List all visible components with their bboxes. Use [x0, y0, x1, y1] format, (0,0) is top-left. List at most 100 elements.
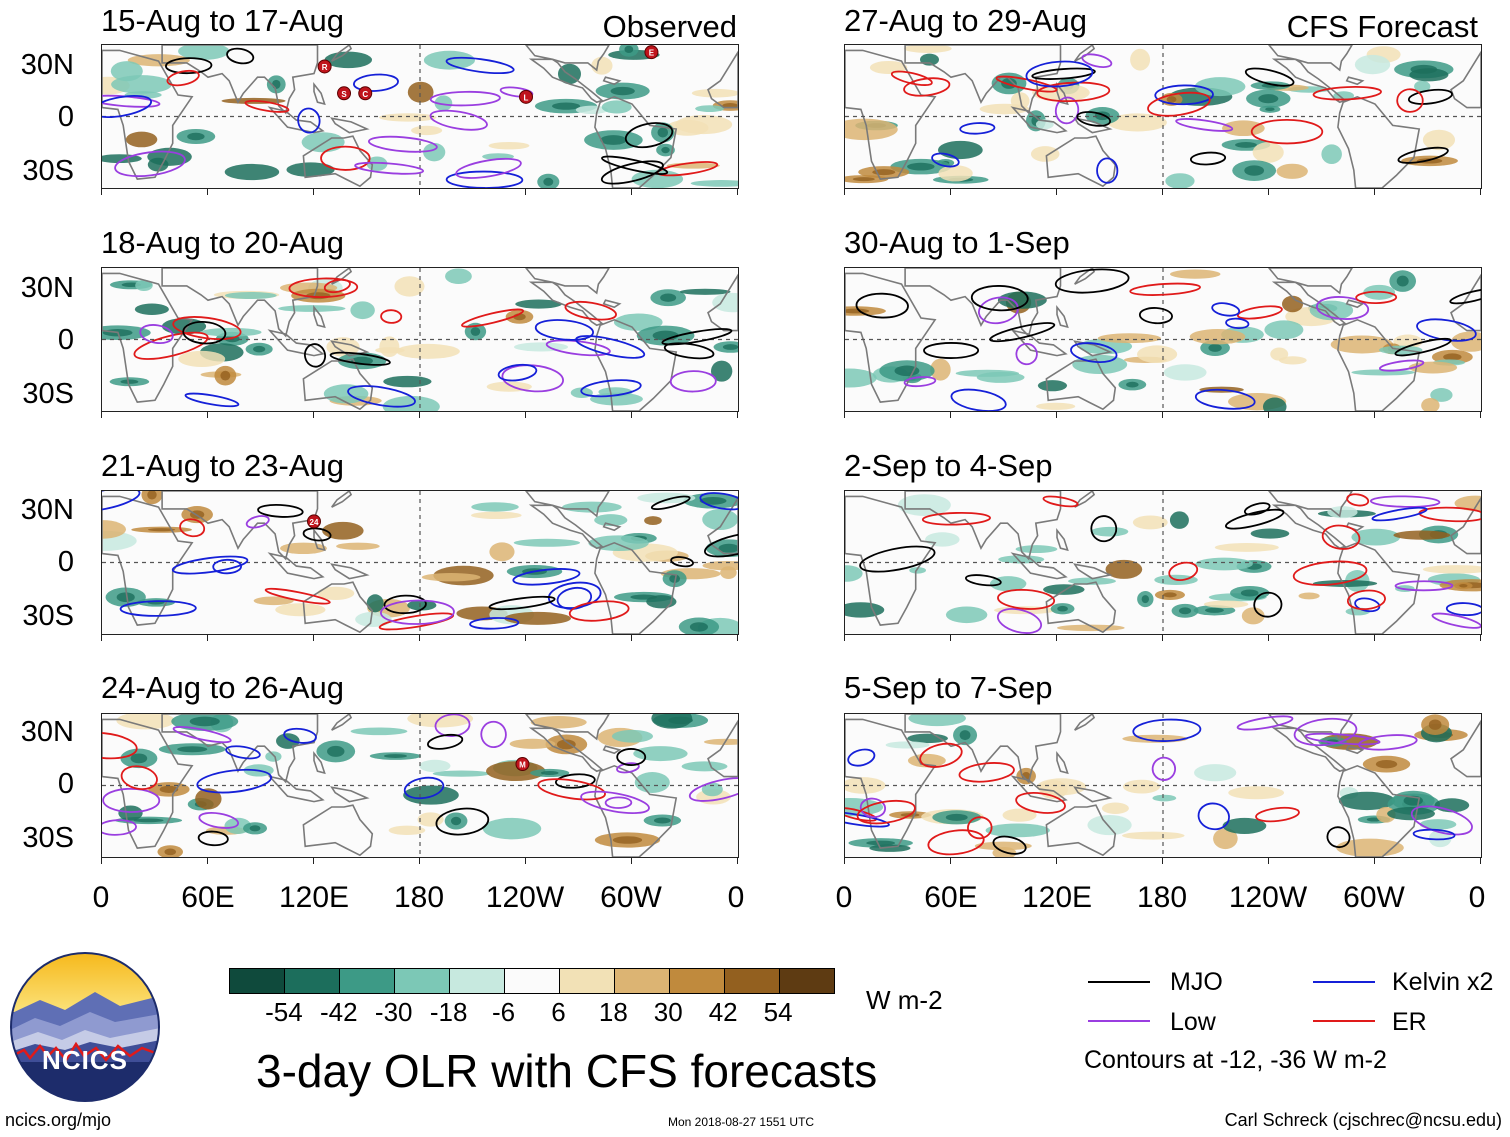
olr-anomaly [845, 602, 885, 618]
footer-author: Carl Schreck (cjschrec@ncsu.edu) [1224, 1110, 1502, 1130]
olr-anomaly-core [147, 528, 176, 532]
olr-anomaly [489, 542, 515, 562]
wave-contour [1394, 337, 1452, 357]
storm-marker[interactable] [307, 514, 321, 529]
wave-contour [1015, 342, 1038, 366]
wave-contour [545, 339, 611, 357]
olr-anomaly [1122, 831, 1185, 840]
wave-contour [1090, 515, 1118, 543]
wave-contour [429, 90, 501, 107]
olr-anomaly [1032, 83, 1090, 102]
coastline [1337, 541, 1421, 634]
olr-anomaly-core [600, 135, 627, 145]
wave-contour [171, 555, 249, 575]
ncics-logo[interactable]: NCICS [10, 952, 160, 1102]
wave-contour [1096, 157, 1119, 184]
olr-map: R S C L E [102, 45, 738, 188]
wave-contours [845, 715, 1473, 856]
wave-contour [1255, 806, 1300, 823]
coastline [594, 541, 678, 634]
lon-tick [843, 411, 845, 418]
wave-contour [1416, 318, 1477, 342]
wave-contours [859, 493, 1481, 634]
storm-marker[interactable] [644, 45, 659, 60]
wave-contour [1042, 495, 1079, 508]
olr-anomaly [701, 782, 723, 797]
olr-anomaly-core [164, 848, 176, 856]
wave-contour [1243, 502, 1271, 516]
olr-anomaly [1130, 48, 1151, 71]
wave-contour [225, 745, 261, 760]
footer-url[interactable]: ncics.org/mjo [5, 1110, 112, 1130]
wave-contour [1326, 826, 1351, 849]
coastline [1073, 340, 1113, 357]
olr-shading [102, 45, 738, 188]
coastline [1450, 273, 1481, 332]
coastline [1337, 95, 1421, 188]
coastline [1345, 299, 1365, 309]
lon-label: 120E [1021, 881, 1093, 914]
olr-anomaly [1430, 388, 1453, 402]
lon-tick [949, 188, 951, 195]
olr-anomaly [434, 95, 453, 111]
coastline [161, 45, 319, 115]
colorbar-swatch [339, 969, 394, 993]
olr-anomaly [1414, 80, 1431, 92]
olr-anomaly [1043, 584, 1085, 595]
olr-anomaly-core [120, 379, 139, 384]
olr-anomaly-core [383, 754, 407, 758]
coastlines [102, 268, 738, 411]
lat-label-eq-1: 0 [57, 101, 74, 133]
coastline [1450, 496, 1481, 555]
storm-marker[interactable] [519, 89, 533, 104]
olr-anomaly [976, 371, 1025, 383]
coastline [524, 45, 610, 72]
olr-shading [114, 714, 738, 857]
wave-contour [1197, 802, 1230, 831]
lon-tick [736, 188, 738, 195]
coastline [161, 491, 319, 561]
wave-contour [1236, 715, 1294, 731]
map-panel: M [101, 713, 739, 858]
wave-contour [226, 47, 255, 65]
olr-anomaly [1333, 91, 1354, 101]
lon-label: 60W [600, 881, 662, 914]
olr-anomaly [471, 502, 519, 512]
storm-marker-label: E [649, 49, 655, 58]
olr-anomaly-core [689, 622, 709, 632]
olr-anomaly [504, 611, 571, 625]
panel-tag-cfs-forecast: CFS Forecast [1286, 9, 1478, 44]
storm-marker[interactable] [515, 757, 530, 772]
storm-marker[interactable] [317, 59, 332, 74]
olr-anomaly [1107, 113, 1167, 132]
wave-contour [650, 495, 691, 511]
olr-anomaly [1298, 592, 1320, 600]
wave-contour [172, 726, 232, 744]
storm-marker[interactable] [337, 86, 352, 101]
panel-title-r1: 27-Aug to 29-Aug [844, 3, 1088, 38]
wave-contour [604, 796, 633, 809]
lon-tick [1373, 188, 1375, 195]
coastline [331, 714, 353, 731]
olr-anomaly [1422, 129, 1456, 151]
lon-tick [100, 634, 102, 641]
olr-anomaly [1241, 607, 1265, 625]
olr-anomaly [407, 600, 437, 611]
coastline [594, 95, 678, 188]
wave-contour [669, 370, 717, 393]
olr-anomaly-core [866, 840, 896, 846]
wave-contour [927, 829, 985, 856]
wave-contour [845, 810, 890, 828]
olr-anomaly [845, 368, 877, 388]
coastline [602, 522, 622, 532]
legend-line-mjo [1088, 981, 1150, 983]
colorbar-swatch [779, 969, 834, 993]
olr-anomaly [1097, 333, 1161, 344]
coastline [1345, 745, 1365, 755]
coastline [1045, 804, 1117, 857]
storm-marker[interactable] [358, 86, 373, 101]
wave-contour [600, 160, 664, 185]
coastline [602, 299, 622, 309]
wave-contour [488, 595, 556, 611]
colorbar-swatch [669, 969, 724, 993]
